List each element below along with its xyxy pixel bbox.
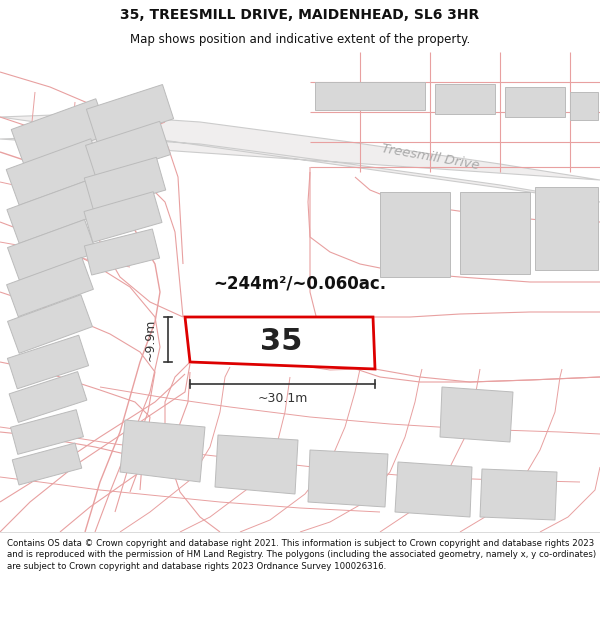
Polygon shape (435, 84, 495, 114)
Polygon shape (85, 229, 160, 275)
Polygon shape (7, 335, 89, 389)
Text: Map shows position and indicative extent of the property.: Map shows position and indicative extent… (130, 32, 470, 46)
Polygon shape (535, 187, 598, 270)
Polygon shape (9, 372, 87, 423)
Polygon shape (84, 158, 166, 211)
Polygon shape (570, 92, 598, 120)
Polygon shape (185, 317, 375, 369)
Polygon shape (505, 87, 565, 117)
Polygon shape (86, 121, 170, 179)
Polygon shape (11, 99, 109, 165)
Polygon shape (395, 462, 472, 517)
Polygon shape (380, 192, 450, 277)
Polygon shape (120, 420, 205, 482)
Polygon shape (215, 435, 298, 494)
Polygon shape (12, 443, 82, 485)
Polygon shape (7, 219, 97, 281)
Polygon shape (308, 450, 388, 507)
Text: ~244m²/~0.060ac.: ~244m²/~0.060ac. (214, 275, 386, 293)
Text: 35, TREESMILL DRIVE, MAIDENHEAD, SL6 3HR: 35, TREESMILL DRIVE, MAIDENHEAD, SL6 3HR (121, 8, 479, 21)
Text: ~30.1m: ~30.1m (257, 392, 308, 406)
Text: Treesmill Drive: Treesmill Drive (380, 142, 480, 172)
Polygon shape (6, 139, 104, 205)
Polygon shape (315, 82, 425, 110)
Polygon shape (86, 84, 173, 144)
Polygon shape (11, 409, 83, 454)
Polygon shape (7, 258, 94, 317)
Text: Contains OS data © Crown copyright and database right 2021. This information is : Contains OS data © Crown copyright and d… (7, 539, 596, 571)
Text: ~9.9m: ~9.9m (143, 318, 157, 361)
Polygon shape (0, 114, 600, 202)
Polygon shape (440, 387, 513, 442)
Polygon shape (480, 469, 557, 520)
Polygon shape (7, 181, 99, 244)
Polygon shape (8, 294, 92, 353)
Polygon shape (84, 192, 162, 242)
Polygon shape (460, 192, 530, 274)
Text: 35: 35 (260, 327, 302, 356)
